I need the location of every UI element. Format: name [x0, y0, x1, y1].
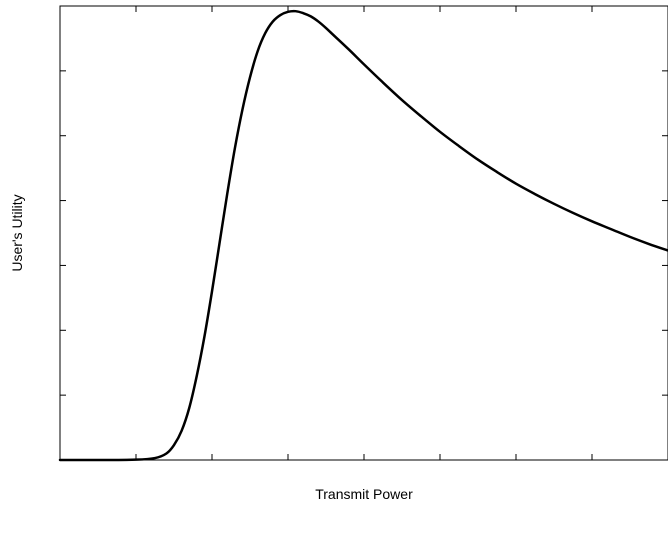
utility-curve — [58, 9, 668, 462]
y-axis-label: User's Utility — [9, 194, 25, 271]
plot-frame — [59, 5, 668, 461]
axis-ticks — [59, 5, 668, 461]
x-axis-label: Transmit Power — [315, 486, 413, 502]
